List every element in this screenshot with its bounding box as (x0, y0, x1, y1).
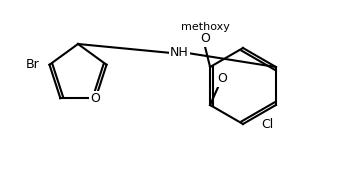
Text: Cl: Cl (261, 117, 273, 130)
Text: methoxy: methoxy (181, 22, 229, 32)
Text: O: O (91, 92, 101, 105)
Text: O: O (217, 73, 227, 85)
Text: NH: NH (170, 46, 189, 60)
Text: O: O (200, 33, 210, 45)
Text: Br: Br (26, 58, 40, 71)
